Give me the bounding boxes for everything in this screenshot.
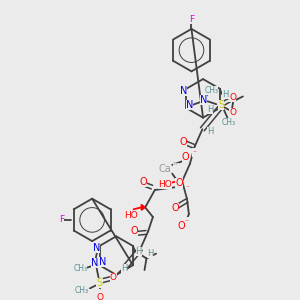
Text: ⁻: ⁻ xyxy=(185,217,189,226)
Text: H: H xyxy=(207,105,213,114)
Text: Ca: Ca xyxy=(158,164,171,174)
Text: CH₃: CH₃ xyxy=(75,286,89,295)
Text: O: O xyxy=(229,108,236,117)
Text: O: O xyxy=(96,292,103,300)
Text: O: O xyxy=(172,203,179,213)
Text: H: H xyxy=(207,127,213,136)
Text: S: S xyxy=(218,100,224,110)
Text: O: O xyxy=(177,221,185,231)
Text: N: N xyxy=(180,86,187,96)
Text: F: F xyxy=(59,215,64,224)
Text: N: N xyxy=(200,95,207,105)
Text: H: H xyxy=(136,247,142,256)
Text: N: N xyxy=(185,100,193,110)
Text: N: N xyxy=(93,243,100,253)
Text: F: F xyxy=(189,15,194,24)
Polygon shape xyxy=(141,205,145,210)
Text: ²⁺: ²⁺ xyxy=(173,163,179,169)
Text: H: H xyxy=(121,264,127,273)
Text: O: O xyxy=(131,226,138,236)
Text: O: O xyxy=(182,152,190,162)
Text: CH₃: CH₃ xyxy=(222,118,236,127)
Polygon shape xyxy=(177,178,182,184)
Text: ⁻: ⁻ xyxy=(186,184,190,193)
Text: O: O xyxy=(229,93,236,102)
Text: N: N xyxy=(99,257,106,267)
Text: HO: HO xyxy=(158,180,172,189)
Text: H: H xyxy=(222,90,229,99)
Text: HO: HO xyxy=(124,211,138,220)
Text: O: O xyxy=(140,177,147,187)
Text: CH₃: CH₃ xyxy=(204,86,218,95)
Text: H: H xyxy=(147,249,153,258)
Text: S: S xyxy=(97,278,103,288)
Text: CH₃: CH₃ xyxy=(73,264,87,273)
Text: O: O xyxy=(175,178,183,188)
Text: N: N xyxy=(91,258,98,268)
Text: O: O xyxy=(179,137,187,147)
Text: ⁻: ⁻ xyxy=(192,148,197,157)
Text: O: O xyxy=(110,273,116,282)
